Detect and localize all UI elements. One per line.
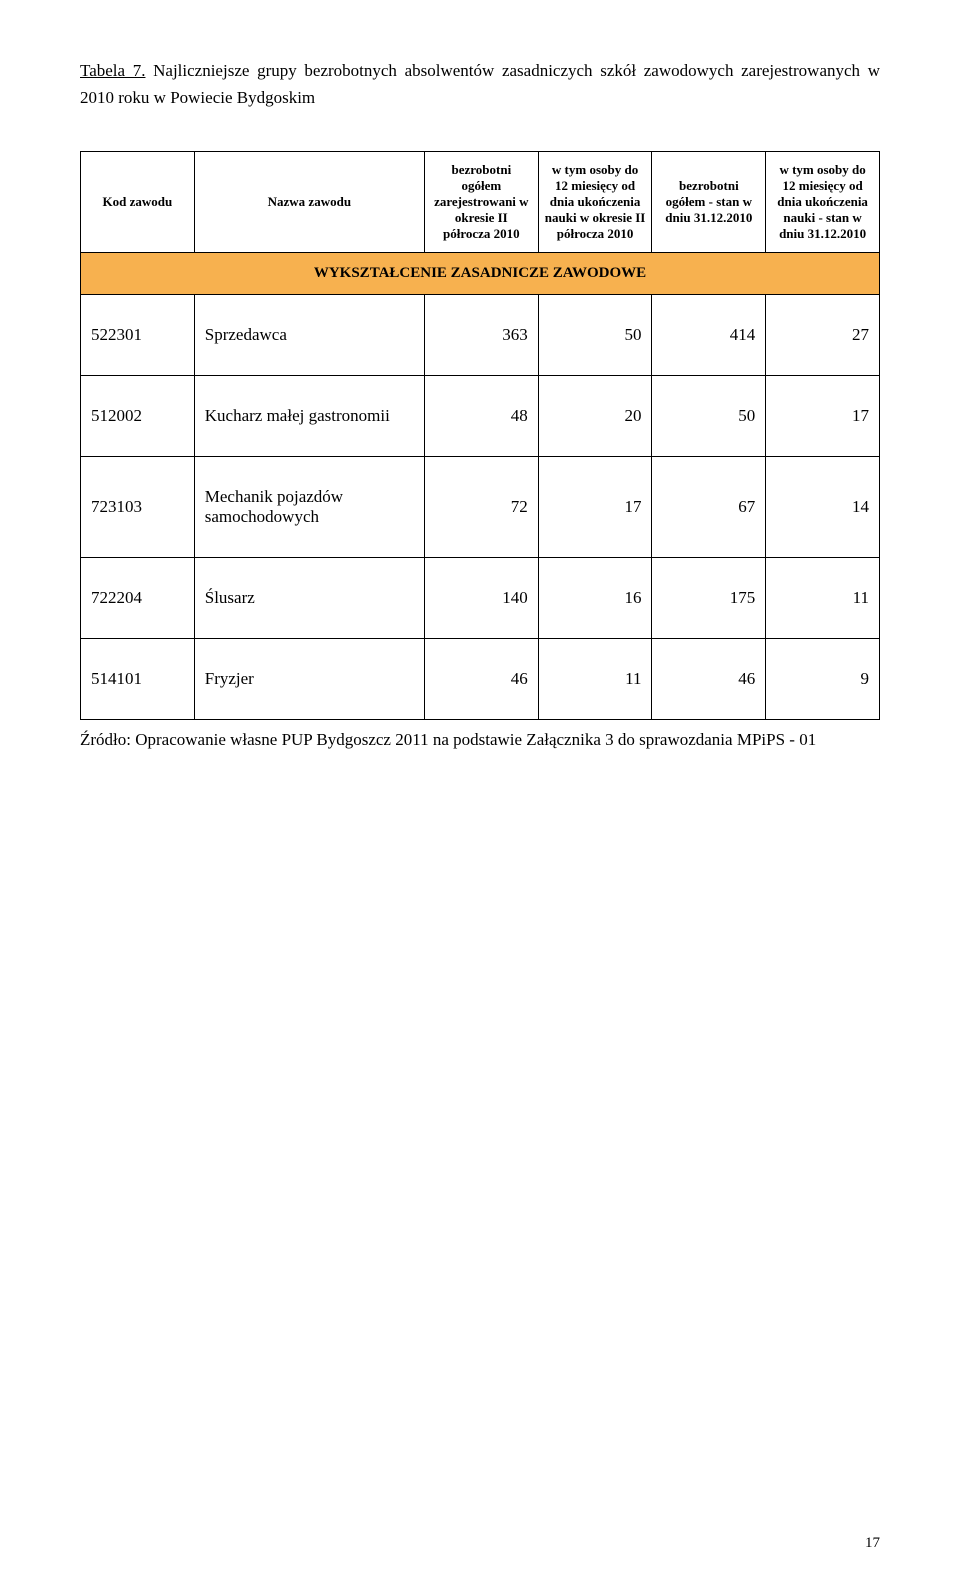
cell-v3: 11 bbox=[766, 558, 880, 639]
table-row: 514101 Fryzjer 46 11 46 9 bbox=[81, 639, 880, 720]
cell-v1: 50 bbox=[538, 295, 652, 376]
data-table: Kod zawodu Nazwa zawodu bezrobotni ogółe… bbox=[80, 151, 880, 720]
cell-v1: 16 bbox=[538, 558, 652, 639]
cell-v1: 20 bbox=[538, 376, 652, 457]
cell-v0: 363 bbox=[424, 295, 538, 376]
col-w-tym-12m-okres: w tym osoby do 12 miesięcy od dnia ukońc… bbox=[538, 152, 652, 253]
cell-v3: 17 bbox=[766, 376, 880, 457]
header-row: Kod zawodu Nazwa zawodu bezrobotni ogółe… bbox=[81, 152, 880, 253]
table-row: 722204 Ślusarz 140 16 175 11 bbox=[81, 558, 880, 639]
col-kod-zawodu: Kod zawodu bbox=[81, 152, 195, 253]
cell-code: 514101 bbox=[81, 639, 195, 720]
cell-code: 722204 bbox=[81, 558, 195, 639]
cell-v2: 414 bbox=[652, 295, 766, 376]
table-row: 512002 Kucharz małej gastronomii 48 20 5… bbox=[81, 376, 880, 457]
cell-v3: 27 bbox=[766, 295, 880, 376]
cell-v2: 175 bbox=[652, 558, 766, 639]
cell-v2: 67 bbox=[652, 457, 766, 558]
cell-name: Mechanik pojazdów samochodowych bbox=[194, 457, 424, 558]
cell-name: Kucharz małej gastronomii bbox=[194, 376, 424, 457]
table-row: 522301 Sprzedawca 363 50 414 27 bbox=[81, 295, 880, 376]
cell-v3: 9 bbox=[766, 639, 880, 720]
cell-code: 723103 bbox=[81, 457, 195, 558]
source-line: Źródło: Opracowanie własne PUP Bydgoszcz… bbox=[80, 730, 880, 750]
col-w-tym-12m-stan: w tym osoby do 12 miesięcy od dnia ukońc… bbox=[766, 152, 880, 253]
cell-v2: 46 bbox=[652, 639, 766, 720]
page-number: 17 bbox=[865, 1535, 880, 1552]
section-row: WYKSZTAŁCENIE ZASADNICZE ZAWODOWE bbox=[81, 253, 880, 295]
table-caption: Tabela 7. Najliczniejsze grupy bezrobotn… bbox=[80, 57, 880, 111]
cell-v1: 17 bbox=[538, 457, 652, 558]
cell-v0: 140 bbox=[424, 558, 538, 639]
cell-code: 522301 bbox=[81, 295, 195, 376]
table-number: Tabela 7. bbox=[80, 61, 145, 80]
cell-v3: 14 bbox=[766, 457, 880, 558]
cell-name: Fryzjer bbox=[194, 639, 424, 720]
table-title-text: Najliczniejsze grupy bezrobotnych absolw… bbox=[80, 61, 880, 107]
cell-code: 512002 bbox=[81, 376, 195, 457]
cell-v1: 11 bbox=[538, 639, 652, 720]
section-label: WYKSZTAŁCENIE ZASADNICZE ZAWODOWE bbox=[81, 253, 880, 295]
cell-v0: 72 bbox=[424, 457, 538, 558]
col-nazwa-zawodu: Nazwa zawodu bbox=[194, 152, 424, 253]
col-bezrobotni-ogolem-zarejestrowani: bezrobotni ogółem zarejestrowani w okres… bbox=[424, 152, 538, 253]
cell-name: Sprzedawca bbox=[194, 295, 424, 376]
col-bezrobotni-ogolem-stan: bezrobotni ogółem - stan w dniu 31.12.20… bbox=[652, 152, 766, 253]
cell-v0: 46 bbox=[424, 639, 538, 720]
cell-v2: 50 bbox=[652, 376, 766, 457]
cell-name: Ślusarz bbox=[194, 558, 424, 639]
cell-v0: 48 bbox=[424, 376, 538, 457]
table-row: 723103 Mechanik pojazdów samochodowych 7… bbox=[81, 457, 880, 558]
